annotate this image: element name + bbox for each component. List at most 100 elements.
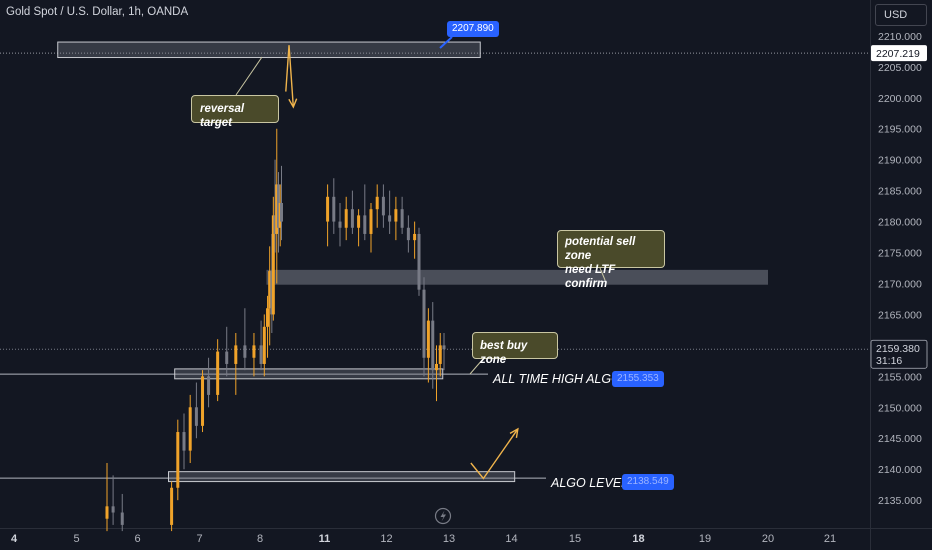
y-tick-label-7: 2170.000 bbox=[878, 278, 922, 290]
candle-body-30 bbox=[350, 209, 354, 228]
candle-body-39 bbox=[406, 227, 410, 241]
y-tick-label-4: 2155.000 bbox=[878, 371, 922, 383]
candle-body-35 bbox=[381, 196, 385, 216]
candle-body-40 bbox=[413, 233, 417, 241]
currency-selector[interactable]: USD bbox=[875, 4, 927, 26]
current-price-text: 2159.380 bbox=[876, 343, 920, 355]
candle-body-12 bbox=[234, 345, 238, 364]
reversal-target-pointer bbox=[235, 56, 263, 96]
y-tick-label-14: 2205.000 bbox=[878, 62, 922, 74]
candle-body-29 bbox=[344, 209, 348, 228]
candle-body-28 bbox=[338, 221, 342, 228]
x-tick-label-8: 14 bbox=[505, 533, 517, 545]
candle-body-10 bbox=[216, 351, 220, 395]
countdown-text: 31:16 bbox=[876, 355, 902, 367]
sell-zone-note-line2: need LTF confirm bbox=[565, 264, 616, 290]
lightning-icon-glyph bbox=[440, 510, 446, 522]
candle-body-5 bbox=[182, 432, 186, 451]
candle-body-4 bbox=[176, 432, 180, 488]
ath-algo-label: ALL TIME HIGH ALGO bbox=[493, 372, 621, 386]
candle-body-37 bbox=[394, 209, 398, 222]
x-tick-label-6: 12 bbox=[380, 533, 392, 545]
candle-body-21 bbox=[273, 215, 277, 234]
y-tick-label-11: 2190.000 bbox=[878, 155, 922, 167]
arrow-algo-bounce[interactable] bbox=[470, 428, 519, 480]
algo-level-label: ALGO LEVEL bbox=[551, 476, 629, 490]
algo-level-value-badge: 2138.549 bbox=[622, 474, 674, 490]
x-tick-label-0: 4 bbox=[11, 533, 18, 545]
current-price-badge bbox=[870, 339, 928, 369]
candle-body-19 bbox=[270, 271, 274, 315]
candle-body-34 bbox=[375, 196, 379, 210]
crosshair-price-badge bbox=[871, 45, 927, 62]
reversal-target-note[interactable]: reversal target bbox=[191, 95, 279, 129]
sell-zone-note-line1: potential sell zone bbox=[565, 236, 636, 262]
algo-level-zone[interactable] bbox=[168, 471, 516, 483]
ath-algo-value-badge: 2155.353 bbox=[612, 371, 664, 387]
y-tick-label-0: 2135.000 bbox=[878, 495, 922, 507]
sell-zone-note[interactable]: potential sell zone need LTF confirm bbox=[557, 230, 665, 290]
candle-body-43 bbox=[426, 320, 430, 358]
x-tick-label-5: 11 bbox=[319, 533, 331, 545]
lightning-icon[interactable] bbox=[434, 507, 452, 525]
x-tick-label-3: 7 bbox=[196, 533, 202, 545]
candle-body-33 bbox=[369, 209, 373, 234]
candle-body-27 bbox=[332, 196, 336, 222]
y-tick-label-1: 2140.000 bbox=[878, 464, 922, 476]
sell-zone[interactable] bbox=[266, 269, 768, 285]
ath-algo-zone[interactable] bbox=[174, 368, 444, 380]
y-tick-label-12: 2195.000 bbox=[878, 124, 922, 136]
candle-body-25 bbox=[280, 203, 283, 222]
candle-body-3 bbox=[170, 487, 174, 525]
candle-body-36 bbox=[388, 215, 392, 222]
x-tick-label-7: 13 bbox=[443, 533, 455, 545]
candle-body-0 bbox=[105, 506, 109, 519]
chart-title: Gold Spot / U.S. Dollar, 1h, OANDA bbox=[6, 6, 189, 18]
arrow-up-target-head bbox=[288, 98, 298, 109]
x-tick-label-1: 5 bbox=[73, 533, 79, 545]
best-buy-zone-note[interactable]: best buy zone bbox=[472, 332, 558, 366]
candle-body-47 bbox=[442, 345, 446, 350]
sell-zone-pointer bbox=[599, 267, 606, 281]
x-tick-label-4: 8 bbox=[257, 533, 263, 545]
candle-body-1 bbox=[111, 506, 115, 513]
candle-body-31 bbox=[357, 215, 361, 228]
x-tick-label-12: 20 bbox=[762, 533, 774, 545]
candle-body-2 bbox=[120, 512, 124, 525]
candle-body-11 bbox=[225, 351, 229, 364]
candle-body-9 bbox=[207, 376, 211, 395]
target-callout-pointer bbox=[439, 36, 453, 49]
crosshair-price-text: 2207.219 bbox=[876, 48, 920, 60]
y-tick-label-3: 2150.000 bbox=[878, 402, 922, 414]
best-buy-zone-pointer bbox=[469, 358, 484, 375]
x-tick-label-9: 15 bbox=[569, 533, 581, 545]
x-tick-label-13: 21 bbox=[824, 533, 836, 545]
candle-body-42 bbox=[422, 289, 426, 358]
y-tick-label-6: 2165.000 bbox=[878, 309, 922, 321]
x-tick-label-11: 19 bbox=[699, 533, 711, 545]
x-tick-label-2: 6 bbox=[134, 533, 140, 545]
candle-body-22 bbox=[275, 184, 279, 234]
y-tick-label-13: 2200.000 bbox=[878, 93, 922, 105]
candle-body-23 bbox=[276, 184, 280, 228]
y-tick-label-8: 2175.000 bbox=[878, 248, 922, 260]
candle-body-32 bbox=[363, 215, 367, 234]
arrow-algo-bounce-head bbox=[509, 427, 519, 438]
candle-body-38 bbox=[400, 209, 404, 228]
candle-body-15 bbox=[259, 345, 263, 364]
candle-body-17 bbox=[266, 308, 270, 327]
y-tick-label-9: 2180.000 bbox=[878, 217, 922, 229]
y-tick-label-10: 2185.000 bbox=[878, 186, 922, 198]
reversal-target-zone[interactable] bbox=[57, 41, 481, 59]
target-price-callout[interactable]: 2207.890 bbox=[447, 21, 499, 37]
x-tick-label-10: 18 bbox=[632, 533, 644, 545]
candle-body-41 bbox=[417, 233, 421, 290]
candle-body-44 bbox=[431, 320, 435, 371]
candle-body-13 bbox=[243, 345, 247, 358]
y-tick-label-2: 2145.000 bbox=[878, 433, 922, 445]
candle-body-16 bbox=[262, 326, 266, 364]
candle-body-6 bbox=[188, 407, 192, 451]
candle-body-7 bbox=[194, 407, 198, 426]
arrow-up-target[interactable] bbox=[285, 45, 295, 108]
